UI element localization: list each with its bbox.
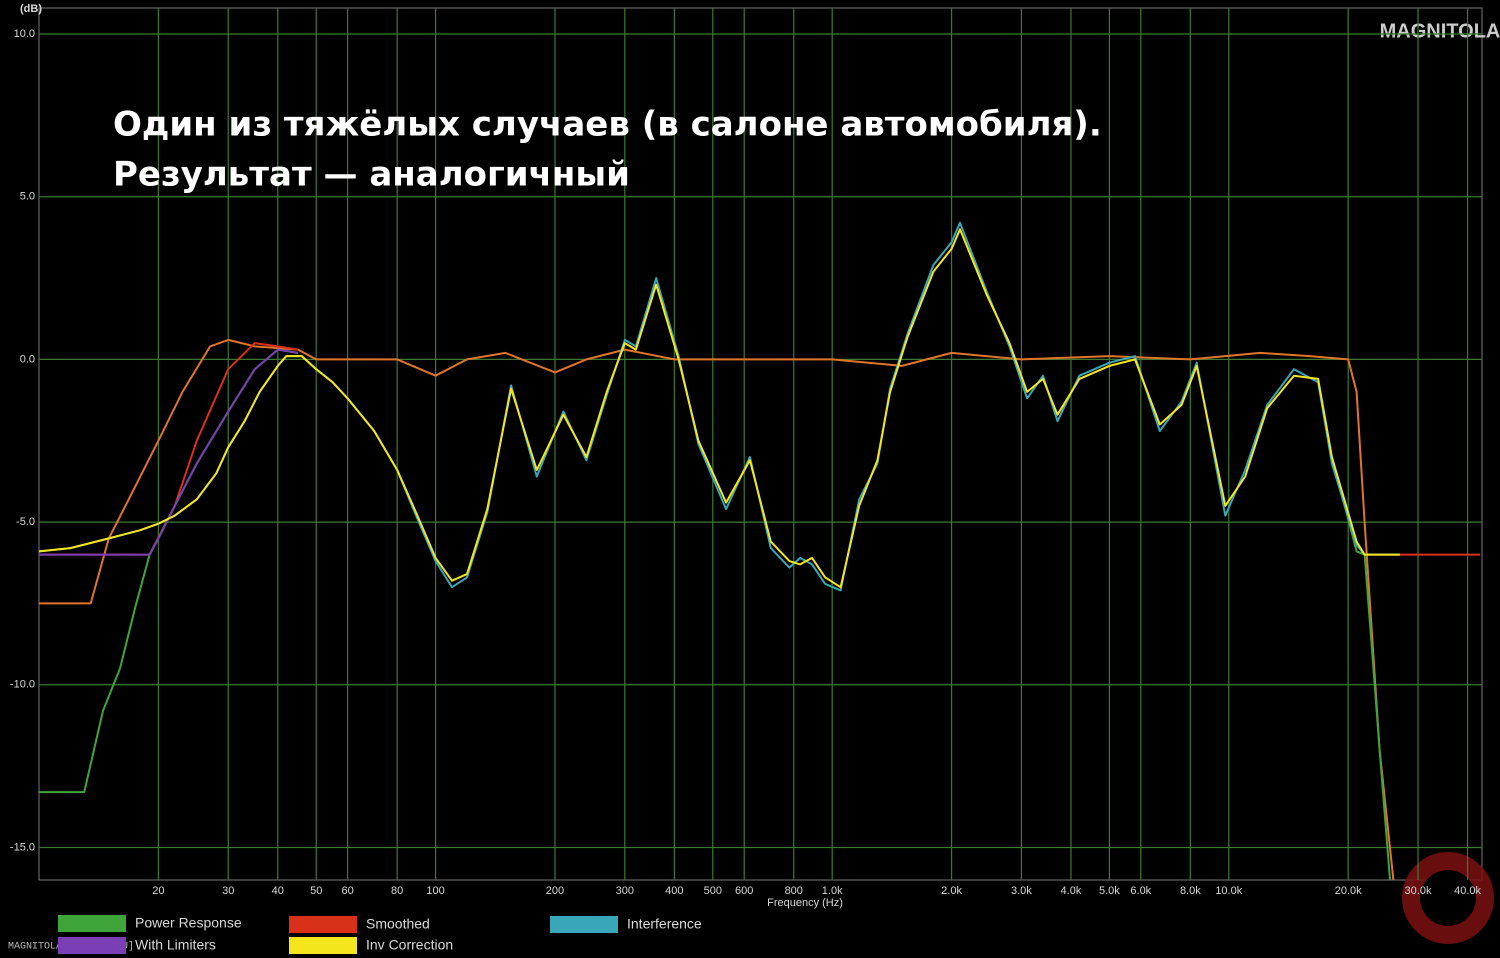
legend-swatch — [289, 937, 357, 954]
x-tick-label: 2.0k — [941, 885, 962, 897]
x-tick-label: 50 — [310, 885, 322, 897]
y-tick-label: 10.0 — [14, 28, 35, 40]
logo: MAGNITOLA — [1380, 20, 1500, 42]
x-tick-label: 6.0k — [1130, 885, 1151, 897]
legend-label: Interference — [627, 916, 702, 932]
x-tick-label: 400 — [665, 885, 683, 897]
y-tick-label: -10.0 — [10, 679, 35, 691]
legend-label: With Limiters — [135, 937, 216, 953]
plot-area — [38, 7, 1483, 881]
x-tick-label: 1.0k — [822, 885, 843, 897]
title-line: Один из тяжёлых случаев (в салоне автомо… — [113, 105, 1102, 145]
legend-label: Inv Correction — [366, 937, 453, 953]
x-tick-label: 20.0k — [1335, 885, 1362, 897]
legend-label: Power Response — [135, 915, 242, 931]
x-tick-label: 8.0k — [1180, 885, 1201, 897]
legend-swatch — [58, 915, 126, 932]
x-tick-label: 5.0k — [1099, 885, 1120, 897]
y-tick-label: 5.0 — [20, 191, 35, 203]
title-line: Результат — аналогичный — [113, 155, 630, 195]
legend-swatch — [550, 916, 618, 933]
x-tick-label: 500 — [704, 885, 722, 897]
x-tick-label: 60 — [341, 885, 353, 897]
x-tick-label: 30.0k — [1405, 885, 1432, 897]
x-tick-label: 80 — [391, 885, 403, 897]
x-tick-label: 40 — [272, 885, 284, 897]
y-tick-label: -5.0 — [16, 516, 35, 528]
x-tick-label: 10.0k — [1215, 885, 1242, 897]
curve — [39, 338, 1395, 880]
x-tick-label: 100 — [426, 885, 444, 897]
y-tick-label: -15.0 — [10, 841, 35, 853]
legend-label: Smoothed — [366, 916, 430, 932]
x-tick-label: 3.0k — [1011, 885, 1032, 897]
x-tick-label: 20 — [152, 885, 164, 897]
stamp-hole — [1420, 870, 1476, 926]
x-tick-label: 4.0k — [1061, 885, 1082, 897]
curve — [39, 228, 1400, 589]
y-tick-label: 0.0 — [20, 353, 35, 365]
x-tick-label: 300 — [616, 885, 634, 897]
x-tick-label: 600 — [735, 885, 753, 897]
x-tick-label: 30 — [222, 885, 234, 897]
legend-swatch — [58, 937, 126, 954]
x-tick-label: 40.0k — [1454, 885, 1481, 897]
y-axis-label: (dB) — [20, 3, 42, 15]
curve — [39, 348, 299, 556]
x-axis-label: Frequency (Hz) — [767, 897, 843, 909]
legend-swatch — [289, 916, 357, 933]
x-tick-label: 800 — [785, 885, 803, 897]
x-tick-label: 200 — [546, 885, 564, 897]
